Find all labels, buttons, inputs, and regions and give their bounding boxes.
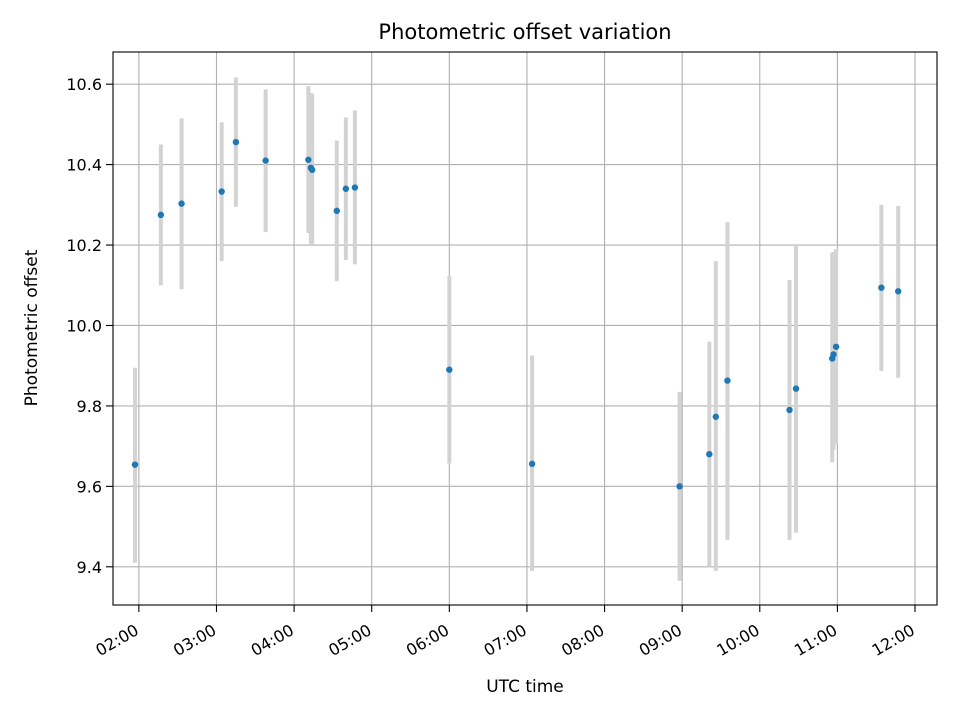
plot-area-frame (112, 51, 938, 606)
data-point (706, 450, 713, 458)
x-tick-label: 11:00 (791, 620, 840, 660)
y-axis-label: Photometric offset (22, 249, 42, 406)
chart-title: Photometric offset variation (378, 20, 671, 44)
grid-lines (113, 52, 937, 605)
x-axis-ticks: 02:00 03:00 04:00 05:00 06:00 07:00 08:00 09:00… (92, 605, 918, 660)
y-tick-label: 9.8 (77, 397, 102, 416)
data-point (351, 184, 359, 191)
y-tick-label: 10.2 (66, 236, 102, 255)
x-tick-label: 02:00 (92, 620, 141, 660)
x-tick-label: 03:00 (170, 620, 219, 660)
data-point (676, 483, 683, 490)
data-points (131, 138, 902, 490)
data-point (786, 406, 793, 414)
x-tick-label: 10:00 (713, 620, 762, 660)
data-point (262, 157, 269, 164)
y-tick-label: 9.4 (77, 558, 102, 577)
y-axis-ticks: 9.4 9.6 9.8 10.0 10.2 10.4 10.6 (66, 75, 113, 577)
data-point (131, 461, 139, 468)
data-point (894, 288, 902, 295)
data-point (342, 185, 350, 192)
data-point (724, 377, 731, 384)
data-point (309, 166, 316, 174)
x-tick-label: 08:00 (558, 620, 607, 660)
data-point (878, 284, 885, 291)
data-point (712, 413, 720, 420)
x-tick-label: 12:00 (869, 620, 918, 660)
data-point (178, 200, 185, 207)
data-point (218, 188, 225, 195)
data-point (528, 460, 536, 468)
x-tick-label: 06:00 (403, 620, 452, 660)
x-axis-label: UTC time (486, 677, 564, 697)
y-tick-label: 10.0 (66, 316, 102, 335)
data-point (157, 211, 165, 219)
error-bars (132, 77, 901, 581)
data-point (832, 343, 840, 350)
y-tick-label: 10.6 (66, 75, 102, 94)
x-tick-label: 09:00 (636, 620, 685, 660)
data-point (830, 351, 837, 358)
x-tick-label: 05:00 (325, 620, 374, 660)
data-point (792, 385, 800, 392)
data-point (446, 366, 453, 373)
y-tick-label: 9.6 (77, 477, 102, 496)
y-tick-label: 10.4 (66, 156, 102, 175)
data-point (333, 207, 340, 215)
data-point (232, 138, 240, 146)
x-tick-label: 07:00 (481, 620, 530, 660)
data-point (305, 156, 312, 163)
x-tick-label: 04:00 (248, 620, 297, 660)
